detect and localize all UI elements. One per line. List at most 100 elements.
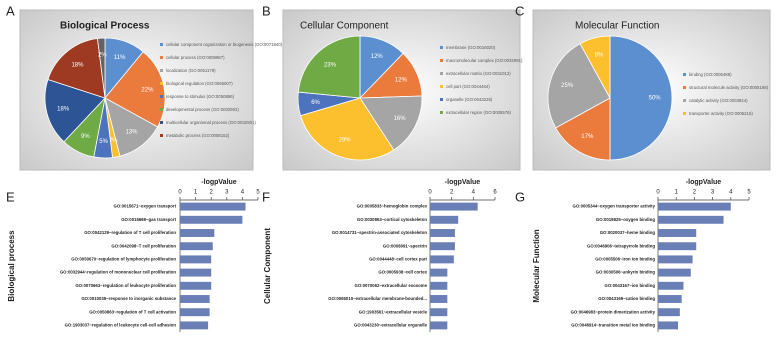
legend-label: response to stimulus (GO:0050896)	[166, 94, 235, 99]
bar	[180, 242, 213, 251]
y-tick-label: GO:1903037~regulation of leukocyte cell-…	[65, 323, 177, 328]
legend-swatch	[440, 111, 443, 114]
y-tick-label: GO:0042098~T cell proliferation	[111, 243, 176, 248]
slice-label: 22%	[141, 87, 154, 93]
x-tick-label: 3	[711, 190, 715, 196]
panel-letter: G	[515, 189, 525, 204]
slice-label: 12%	[395, 78, 408, 84]
legend-label: extracellular region (GO:0005576)	[446, 110, 512, 115]
pie-slice	[547, 43, 611, 129]
pie-slice	[297, 35, 361, 99]
legend-swatch	[160, 69, 163, 72]
x-tick-label: 0	[178, 190, 182, 196]
y-tick-label: GO:0030863~cortical cytoskeleton	[357, 217, 427, 222]
y-tick-label: GO:0044448~cell cortex part	[369, 257, 427, 262]
y-tick-label: GO:0043167~ion binding	[604, 283, 655, 288]
x-tick-label: 4	[729, 190, 733, 196]
bar	[180, 215, 243, 224]
legend-label: transporter activity (GO:0005215)	[689, 111, 753, 116]
panel-letter: A	[6, 3, 15, 18]
y-tick-label: GO:0046906~tetrapyrrole binding	[587, 243, 655, 248]
legend-swatch	[160, 95, 163, 98]
pie-slice	[47, 38, 106, 99]
bar	[180, 255, 212, 264]
pie-slice	[44, 78, 106, 143]
y-axis-label: Molecular Function	[532, 229, 541, 302]
y-tick-label: GO:0043230~extracellular organelle	[354, 323, 428, 328]
y-tick-label: GO:0005506~iron ion binding	[595, 257, 655, 262]
y-tick-label: GO:0030506~ankyrin binding	[596, 270, 656, 275]
y-tick-label: GO:0070062~extracellular exosome	[355, 283, 428, 288]
bar	[430, 229, 455, 237]
bar	[658, 295, 682, 303]
bar	[430, 215, 459, 224]
y-tick-label: GO:0065010~extracellular membrane-bounde…	[328, 296, 427, 301]
slice-label: 6%	[311, 100, 320, 106]
bar	[180, 229, 215, 237]
legend-label: cellular component organization or bioge…	[166, 42, 283, 47]
legend-label: localization (GO:0051179)	[166, 68, 216, 73]
legend-label: multicellular organismal process (GO:003…	[166, 120, 256, 125]
slice-label: 17%	[581, 134, 594, 140]
slice-label: 16%	[394, 116, 407, 122]
y-tick-label: GO:0005938~cell cortex	[378, 270, 427, 275]
x-tick-label: 1	[194, 190, 198, 196]
bar	[180, 202, 246, 211]
y-tick-label: GO:0020037~heme binding	[600, 230, 656, 235]
x-tick-label: 0	[656, 190, 660, 196]
y-tick-label: GO:0050670~regulation of lymphocyte prol…	[71, 257, 176, 262]
y-tick-label: GO:0008091~spectrin	[383, 243, 427, 248]
legend-swatch	[160, 108, 163, 111]
bar	[180, 308, 210, 317]
slice-label: 18%	[71, 62, 84, 68]
bar	[658, 321, 679, 330]
legend-swatch	[160, 82, 163, 85]
legend-label: binding (GO:0005488)	[689, 72, 732, 77]
legend-label: organelle (GO:0043226)	[446, 97, 493, 102]
x-tick-label: 2	[693, 190, 697, 196]
legend-swatch	[160, 56, 163, 59]
bar	[658, 229, 697, 237]
y-tick-label: GO:0046983~protein dimerization activity	[571, 309, 656, 314]
legend-label: biological regulation (GO:0065007)	[166, 81, 233, 86]
x-axis-label: -logpValue	[686, 179, 722, 186]
legend-label: extracellular matrix (GO:0031012)	[446, 71, 511, 76]
bar	[430, 242, 455, 251]
slice-label: 29%	[339, 137, 352, 143]
y-tick-label: GO:0019825~oxygen binding	[596, 217, 655, 222]
pie-slice	[104, 51, 166, 128]
x-tick-label: 2	[210, 190, 214, 196]
legend-swatch	[440, 72, 443, 75]
bar	[180, 295, 210, 303]
legend-swatch	[440, 85, 443, 88]
y-axis-label: Biological process	[7, 230, 16, 302]
bar	[658, 268, 691, 277]
panel-letter: B	[262, 3, 271, 18]
x-tick-label: 2	[450, 190, 454, 196]
bar	[430, 202, 478, 211]
panel-letter: C	[515, 3, 524, 18]
x-tick-label: 5	[256, 190, 260, 196]
legend-label: catalytic activity (GO:0003824)	[689, 98, 748, 103]
slice-label: 9%	[81, 134, 90, 140]
y-axis-label: Cellular Component	[263, 228, 272, 304]
y-tick-label: GO:0046914~transition metal ion binding	[571, 323, 655, 328]
bar	[180, 281, 212, 290]
slice-label: 50%	[649, 96, 662, 102]
slice-label: 13%	[125, 130, 138, 136]
x-tick-label: 1	[675, 190, 679, 196]
legend-swatch	[160, 134, 163, 137]
legend-label: metabolic process (GO:0008152)	[166, 133, 230, 138]
bar	[180, 268, 212, 277]
x-tick-label: 4	[241, 190, 245, 196]
y-tick-label: GO:0010035~response to inorganic substan…	[81, 296, 176, 301]
legend-label: structural molecule activity (GO:0005198…	[689, 85, 769, 90]
legend-swatch	[440, 46, 443, 49]
y-tick-label: GO:0050863~regulation of T cell activati…	[89, 309, 176, 314]
slice-label: 8%	[595, 52, 604, 58]
legend-label: membrane (GO:0016020)	[446, 45, 496, 50]
bar	[430, 308, 448, 317]
legend-swatch	[683, 112, 686, 115]
chart-title: Biological Process	[60, 21, 150, 32]
